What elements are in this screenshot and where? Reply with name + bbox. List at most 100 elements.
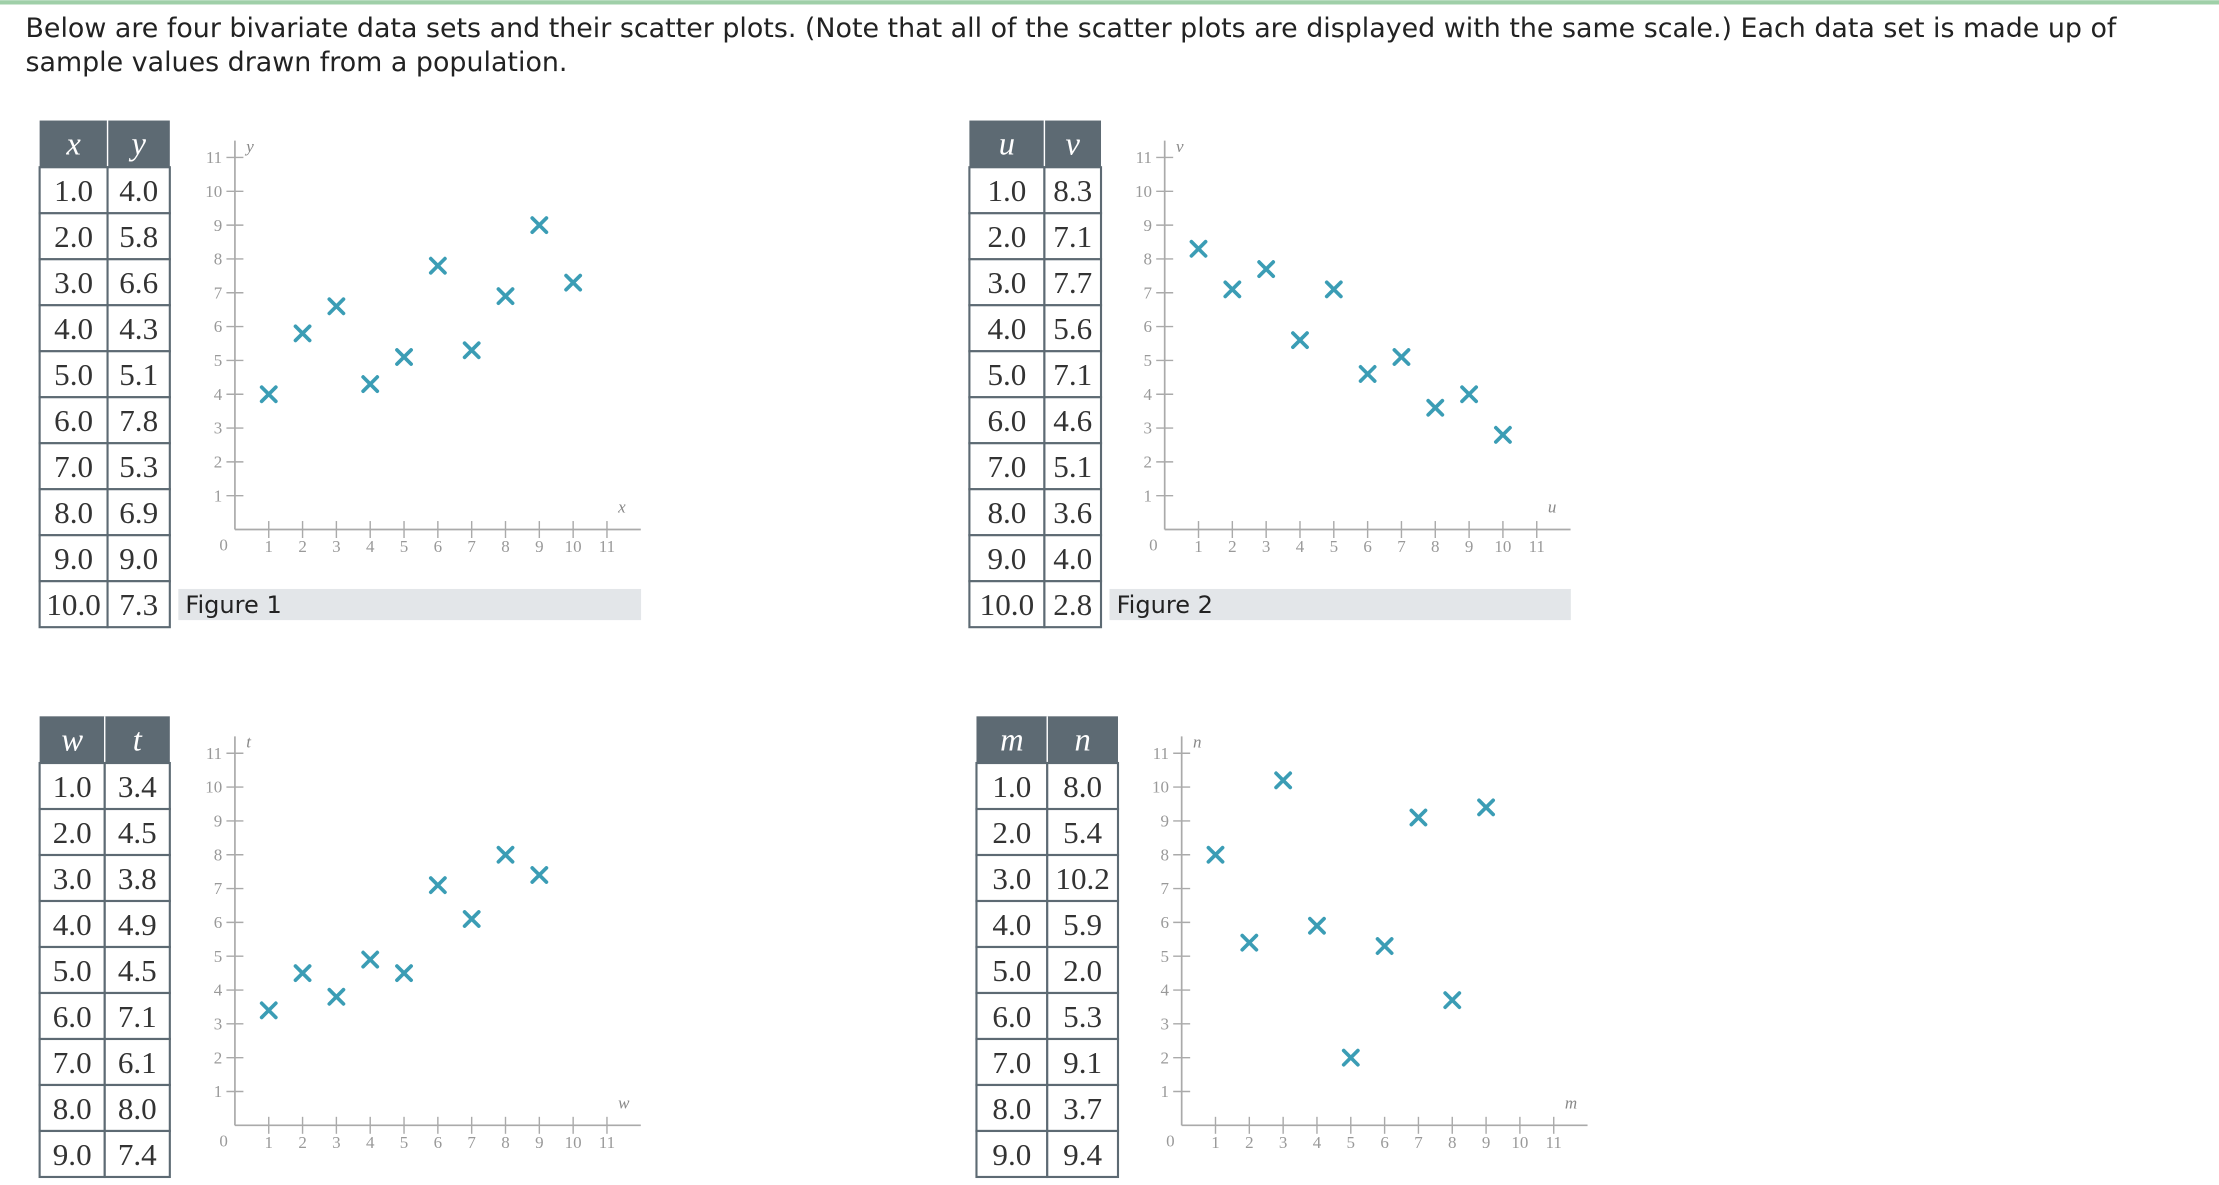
cell-text: 6.9 [119, 495, 158, 530]
x-tick-label: 4 [1296, 537, 1305, 556]
x-tick-label: 4 [366, 1133, 375, 1152]
y-tick-label: 5 [1160, 947, 1168, 966]
cell-text: 8.0 [54, 495, 93, 530]
x-tick-label: 3 [1279, 1133, 1287, 1152]
x-tick-label: 5 [1347, 1133, 1355, 1152]
scatter-point [1223, 280, 1242, 299]
cell-text: 1.0 [987, 173, 1026, 208]
table-header [969, 120, 1102, 168]
table-cell [106, 580, 171, 629]
table-cell [975, 1037, 1049, 1087]
y-tick-label: 7 [214, 879, 222, 898]
y-tick-label: 1 [1143, 486, 1151, 505]
x-tick-label: 8 [1448, 1133, 1456, 1152]
y-axis-label: v [1176, 137, 1184, 156]
cell-text: 3.7 [1063, 1091, 1102, 1126]
scatter-point [496, 845, 515, 864]
cell-text: 3.0 [992, 861, 1031, 896]
cell-text: 1.0 [53, 769, 92, 804]
y-tick-label: 10 [205, 182, 222, 201]
x-axis-label: x [617, 498, 626, 517]
scatter-point [496, 287, 515, 306]
scatter-point [1308, 916, 1326, 935]
table-cell [38, 853, 106, 903]
scatter-point [293, 964, 312, 983]
x-tick-label: 10 [565, 537, 582, 556]
y-tick-label: 8 [214, 250, 222, 269]
scatter-point [259, 385, 278, 404]
origin-label: 0 [1166, 1132, 1174, 1151]
scatter-point [1494, 425, 1512, 444]
cell-text: 2.0 [53, 815, 92, 850]
table-cell [103, 1083, 171, 1133]
y-tick-label: 2 [214, 453, 222, 472]
cell-text: 5.3 [1063, 999, 1102, 1034]
scatter-point [1206, 845, 1225, 864]
scatter-point [1358, 365, 1377, 383]
table-cell [38, 580, 109, 629]
cell-text: 5.3 [119, 449, 158, 484]
cell-text: 8.0 [1063, 769, 1102, 804]
x-tick-label: 10 [1494, 537, 1511, 556]
cell-text: 10.2 [1055, 861, 1109, 896]
cell-text: 3.8 [118, 861, 157, 896]
y-tick-label: 10 [205, 778, 222, 797]
cell-text: 5.1 [119, 357, 158, 392]
table-cell [106, 442, 171, 491]
figure-bar [1109, 588, 1571, 621]
y-tick-label: 6 [214, 317, 222, 336]
cell-text: 10.0 [46, 587, 100, 622]
scatter-point [530, 866, 549, 884]
table-cell [975, 1083, 1049, 1133]
scatter-point [259, 1001, 278, 1020]
x-tick-label: 2 [1228, 537, 1236, 556]
y-tick-label: 1 [1160, 1082, 1168, 1101]
cell-text: 5.0 [987, 357, 1026, 392]
y-tick-label: 11 [206, 744, 222, 763]
table-cell [106, 166, 171, 215]
scatter-point [293, 324, 312, 343]
table-cell [38, 1129, 106, 1179]
cell-text: 4.6 [1053, 403, 1092, 438]
x-tick-label: 1 [265, 1133, 273, 1152]
scatter-point [327, 987, 346, 1006]
table-header [39, 120, 170, 168]
y-tick-label: 3 [1143, 419, 1151, 438]
table-cell [968, 442, 1046, 491]
y-tick-label: 4 [214, 385, 223, 404]
y-tick-label: 11 [206, 148, 222, 167]
x-tick-label: 8 [1431, 537, 1439, 556]
cell-text: 4.0 [1053, 541, 1092, 576]
cell-text: 10.0 [980, 587, 1034, 622]
table-cell [968, 580, 1046, 629]
cell-text: 2.0 [54, 219, 93, 254]
x-tick-label: 9 [535, 1133, 543, 1152]
scatter-point [1375, 937, 1394, 955]
scatter-point [530, 216, 549, 235]
scatter-point [428, 256, 447, 275]
table-cell [968, 488, 1046, 537]
y-tick-label: 6 [1160, 913, 1168, 932]
cell-text: 7.3 [119, 587, 158, 622]
y-tick-label: 9 [214, 216, 222, 235]
y-axis-label: y [244, 137, 254, 156]
origin-label: 0 [219, 1132, 227, 1151]
table-cell [1046, 1037, 1120, 1087]
scatter-point [462, 910, 481, 928]
table-cell [106, 350, 171, 399]
cell-text: 7.1 [1053, 357, 1092, 392]
x-tick-label: 11 [599, 1133, 615, 1152]
cell-text: 4.0 [992, 907, 1031, 942]
table-cell [968, 534, 1046, 583]
cell-text: 4.5 [118, 953, 157, 988]
scatter-point [462, 341, 481, 360]
scatter-point [1392, 348, 1411, 366]
y-tick-label: 7 [1160, 879, 1168, 898]
x-tick-label: 9 [535, 537, 543, 556]
cell-text: 6.6 [119, 265, 158, 300]
scatter-point [1477, 798, 1495, 817]
cell-text: 5.6 [1053, 311, 1092, 346]
y-tick-label: 11 [1153, 744, 1169, 763]
x-tick-label: 6 [434, 1133, 442, 1152]
x-tick-label: 4 [1313, 1133, 1322, 1152]
